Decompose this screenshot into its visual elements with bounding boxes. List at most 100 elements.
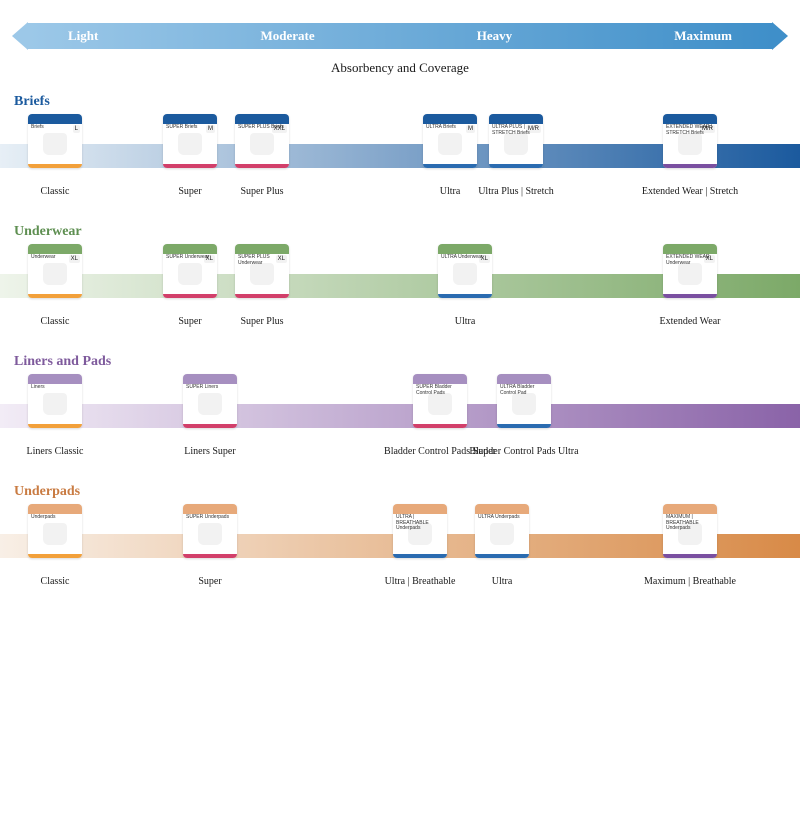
package-title-text: ULTRA Briefs [426, 125, 456, 131]
package-accent-stripe [475, 554, 529, 558]
package-accent-stripe [663, 294, 717, 298]
product-shape-icon [43, 523, 67, 545]
package-body: SUPER UnderwearXL [163, 254, 217, 294]
category-title: Underwear [14, 224, 800, 240]
package-body: ULTRA Briefs M [423, 124, 477, 164]
product-item: ULTRA Bladder Control PadBladder Control… [494, 374, 554, 444]
product-shape-icon [678, 133, 702, 155]
package-title-text: MAXIMUM | BREATHABLE Underpads [666, 515, 717, 532]
product-label: Classic [0, 186, 115, 198]
package-size-badge: M [466, 125, 475, 133]
package-accent-stripe [235, 164, 289, 168]
package-title-text: Liners [31, 385, 45, 391]
product-package-icon: ULTRA PLUS | STRETCH BriefsM/R [489, 114, 543, 168]
package-accent-stripe [497, 424, 551, 428]
package-body: EXTENDED WEAR UnderwearXL [663, 254, 717, 294]
package-body: Underpads [28, 514, 82, 554]
product-package-icon: ULTRA UnderwearXL [438, 244, 492, 298]
package-body: SUPER BriefsM [163, 124, 217, 164]
package-accent-stripe [28, 164, 82, 168]
package-size-badge: XL [704, 255, 715, 263]
product-item: UnderwearXLClassic [25, 244, 85, 314]
package-top-stripe [663, 504, 717, 514]
product-label: Extended Wear [630, 316, 750, 328]
package-top-stripe [393, 504, 447, 514]
product-layer: UnderwearXLClassicSUPER UnderwearXLSuper… [0, 244, 800, 336]
category-title: Briefs [14, 94, 800, 110]
package-top-stripe [28, 374, 82, 384]
category-briefs: BriefsBriefsLClassicSUPER BriefsMSuperSU… [0, 94, 800, 206]
level-moderate: Moderate [260, 28, 314, 44]
product-package-icon: SUPER Bladder Control Pads [413, 374, 467, 428]
package-size-badge: XL [276, 255, 287, 263]
package-title-text: SUPER Underwear [166, 255, 209, 261]
package-body: ULTRA | BREATHABLE Underpads [393, 514, 447, 554]
product-item: ULTRA UnderwearXLUltra [435, 244, 495, 314]
product-layer: LinersLiners ClassicSUPER LinersLiners S… [0, 374, 800, 466]
product-package-icon: EXTENDED WEAR UnderwearXL [663, 244, 717, 298]
product-label: Maximum | Breathable [630, 576, 750, 588]
product-item: EXTENDED WEAR | STRETCH BriefsM/RExtende… [660, 114, 720, 184]
product-label: Bladder Control Pads Ultra [464, 446, 584, 458]
package-size-badge: M/R [526, 125, 541, 133]
product-package-icon: SUPER BriefsM [163, 114, 217, 168]
product-package-icon: EXTENDED WEAR | STRETCH BriefsM/R [663, 114, 717, 168]
product-item: SUPER UnderpadsSuper [180, 504, 240, 574]
package-title-text: Underpads [31, 515, 55, 521]
package-accent-stripe [413, 424, 467, 428]
package-title-text: ULTRA | BREATHABLE Underpads [396, 515, 447, 532]
package-accent-stripe [163, 294, 217, 298]
package-title-text: SUPER Underpads [186, 515, 229, 521]
category-row: LinersLiners ClassicSUPER LinersLiners S… [0, 374, 800, 466]
product-package-icon: SUPER PLUS UnderwearXL [235, 244, 289, 298]
package-size-badge: M [206, 125, 215, 133]
product-package-icon: SUPER Underpads [183, 504, 237, 558]
product-package-icon: Liners [28, 374, 82, 428]
product-layer: BriefsLClassicSUPER BriefsMSuperSUPER PL… [0, 114, 800, 206]
level-light: Light [68, 28, 98, 44]
category-row: BriefsLClassicSUPER BriefsMSuperSUPER PL… [0, 114, 800, 206]
package-body: Liners [28, 384, 82, 424]
product-label: Super Plus [202, 316, 322, 328]
package-title-text: ULTRA Underwear [441, 255, 483, 261]
package-body: ULTRA UnderwearXL [438, 254, 492, 294]
product-label: Extended Wear | Stretch [630, 186, 750, 198]
package-body: UnderwearXL [28, 254, 82, 294]
product-item: UnderpadsClassic [25, 504, 85, 574]
package-body: BriefsL [28, 124, 82, 164]
arrow-right-icon [772, 22, 788, 50]
product-item: BriefsLClassic [25, 114, 85, 184]
package-body: SUPER PLUS UnderwearXL [235, 254, 289, 294]
package-accent-stripe [438, 294, 492, 298]
product-item: SUPER PLUS BriefsXXLSuper Plus [232, 114, 292, 184]
package-accent-stripe [663, 554, 717, 558]
package-body: SUPER Underpads [183, 514, 237, 554]
product-label: Classic [0, 316, 115, 328]
package-body: ULTRA PLUS | STRETCH BriefsM/R [489, 124, 543, 164]
package-size-badge: XXL [272, 125, 287, 133]
level-maximum: Maximum [674, 28, 732, 44]
package-top-stripe [183, 504, 237, 514]
arrow-left-icon [12, 22, 28, 50]
package-top-stripe [235, 244, 289, 254]
product-item: SUPER BriefsMSuper [160, 114, 220, 184]
package-accent-stripe [183, 554, 237, 558]
product-shape-icon [678, 263, 702, 285]
package-accent-stripe [28, 424, 82, 428]
category-row: UnderpadsClassic SUPER UnderpadsSuper ULTR… [0, 504, 800, 596]
product-label: Ultra [405, 316, 525, 328]
product-item: SUPER Bladder Control PadsBladder Contro… [410, 374, 470, 444]
package-title-text: ULTRA Bladder Control Pad [500, 385, 551, 396]
product-item: MAXIMUM | BREATHABLE UnderpadsMaximum | … [660, 504, 720, 574]
package-size-badge: XL [204, 255, 215, 263]
package-accent-stripe [393, 554, 447, 558]
product-shape-icon [504, 133, 528, 155]
level-heavy: Heavy [477, 28, 512, 44]
product-item: SUPER LinersLiners Super [180, 374, 240, 444]
package-body: ULTRA Bladder Control Pad [497, 384, 551, 424]
product-label: Liners Super [150, 446, 270, 458]
product-shape-icon [43, 393, 67, 415]
product-package-icon: MAXIMUM | BREATHABLE Underpads [663, 504, 717, 558]
product-item: SUPER PLUS UnderwearXLSuper Plus [232, 244, 292, 314]
category-underwear: UnderwearUnderwearXLClassicSUPER Underwe… [0, 224, 800, 336]
